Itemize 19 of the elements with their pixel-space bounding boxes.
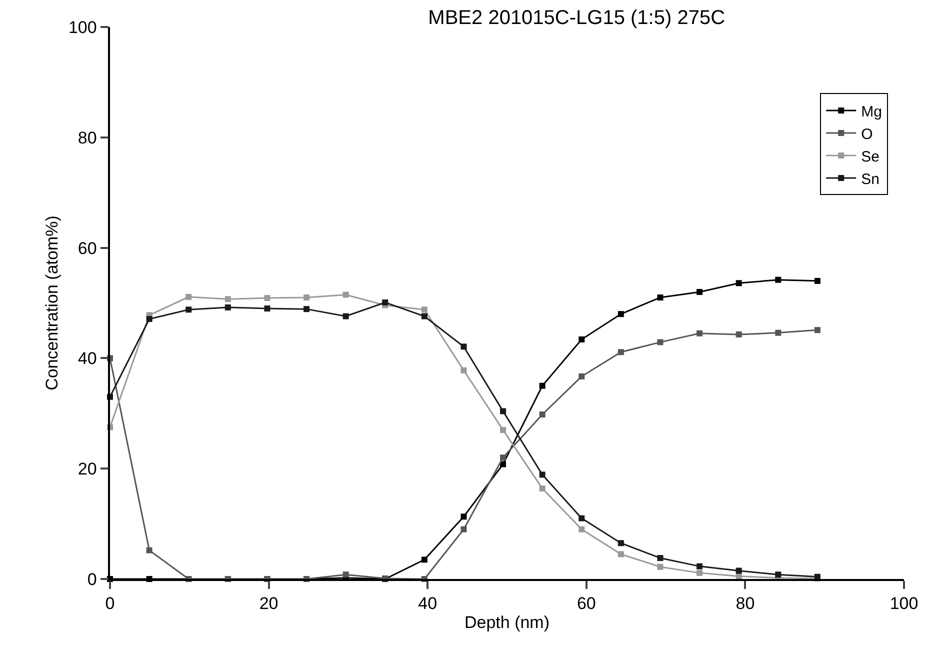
legend-label: Se	[861, 148, 880, 166]
x-tick-label: 60	[576, 594, 596, 614]
legend-label: Mg	[861, 103, 882, 120]
y-tick-label: 60	[78, 238, 97, 258]
y-tick-label: 100	[68, 18, 97, 37]
y-tick-label: 20	[78, 460, 97, 479]
y-tick-label: 80	[78, 128, 97, 148]
y-tick-label: 40	[78, 349, 97, 368]
legend-label: Sn	[861, 170, 880, 188]
legend-label: O	[861, 126, 873, 143]
y-axis-title: Concentration (atom%)	[42, 216, 62, 390]
y-tick-label: 0	[87, 570, 97, 589]
x-tick-label: 100	[890, 594, 918, 614]
x-tick-label: 0	[105, 594, 115, 614]
chart-title: MBE2 201015C-LG15 (1:5) 275C	[428, 6, 726, 29]
x-tick-label: 80	[736, 594, 755, 614]
x-tick-label: 40	[418, 594, 438, 614]
x-axis-title: Depth (nm)	[464, 613, 550, 632]
x-tick-label: 20	[259, 594, 278, 614]
